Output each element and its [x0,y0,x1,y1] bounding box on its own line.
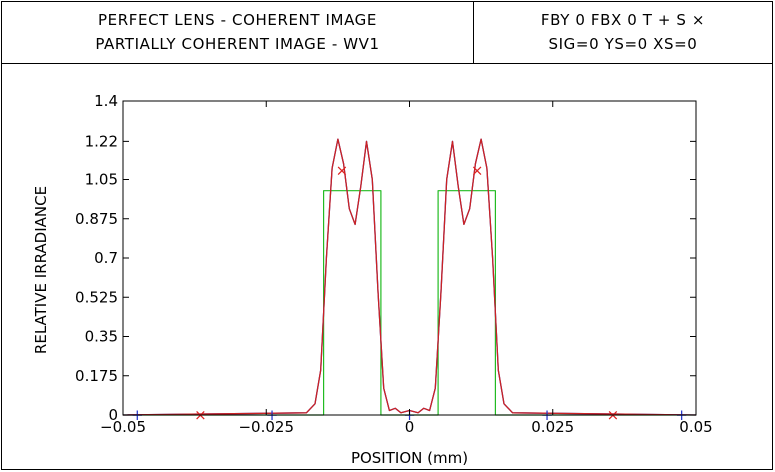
cross-marker: × [471,162,484,180]
tick-layer: −0.05 −0.025 0 0.025 0.05 0 0.175 0.35 0.525 0.7 0… [75,92,713,436]
x-tick-label: 0.025 [531,418,574,436]
x-tick-label: −0.025 [238,418,294,436]
y-tick-label: 0.875 [75,210,118,228]
plot-area-border [122,100,697,416]
y-tick-label: 0.7 [94,249,118,267]
y-tick-label: 1.4 [94,92,118,110]
x-tick-label: 0.05 [679,418,712,436]
series-line-2 [122,138,697,416]
y-tick-label: 0.175 [75,367,118,385]
y-tick-label: 1.05 [85,171,118,189]
header-title-box: PERFECT LENS - COHERENT IMAGE PARTIALLY … [2,2,474,64]
y-tick-label: 0.35 [85,328,118,346]
marker-layer: ×× ××+ + + + + [131,162,688,424]
header-title-line-1: PERFECT LENS - COHERENT IMAGE [98,11,377,29]
header-title-line-2: PARTIALLY COHERENT IMAGE - WV1 [95,35,380,53]
y-axis-label: RELATIVE IRRADIANCE [32,186,50,354]
series-line-3 [122,138,697,416]
cross-marker: × [336,162,349,180]
series-layer [122,138,697,416]
header-params-line-2: SIG=0 YS=0 XS=0 [548,35,698,53]
x-tick-label: −0.05 [100,418,146,436]
series-line-1 [123,190,696,416]
x-tick-label: 0 [405,418,415,436]
header-params-box: FBY 0 FBX 0 T + S × SIG=0 YS=0 XS=0 [474,2,772,64]
header-params-line-1: FBY 0 FBX 0 T + S × [540,11,706,29]
y-tick-label: 0 [108,406,118,424]
y-tick-label: 0.525 [75,288,118,306]
x-axis-label: POSITION (mm) [351,449,468,467]
y-tick-label: 1.22 [85,132,118,150]
